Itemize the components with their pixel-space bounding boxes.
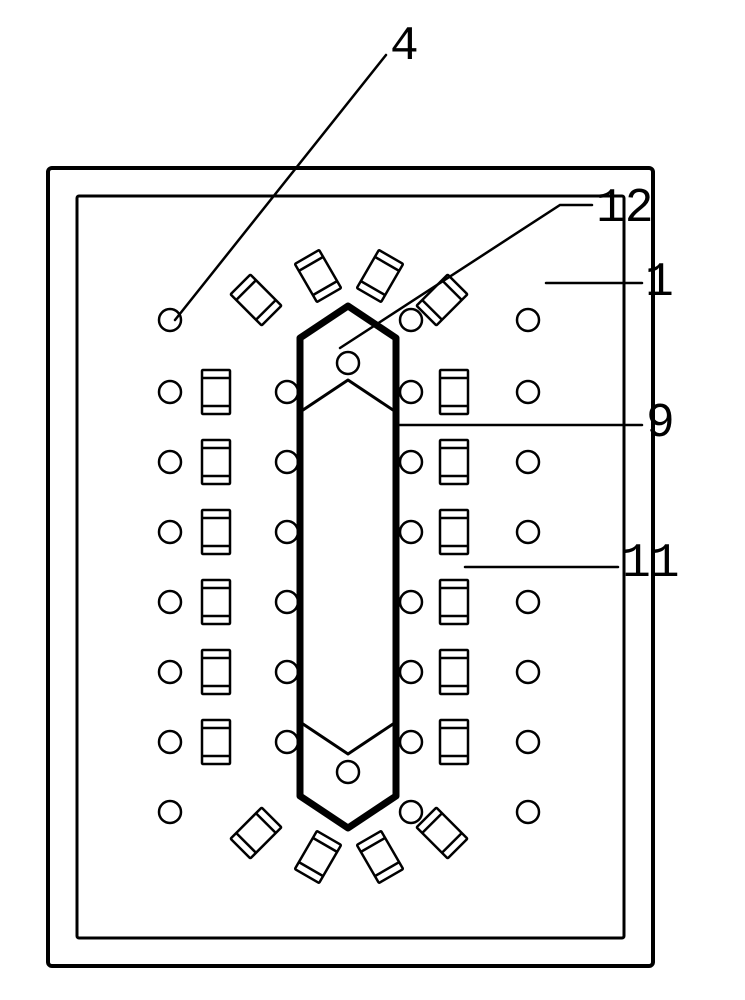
- outer-circle: [517, 521, 539, 543]
- inner-circle: [276, 381, 298, 403]
- seat: [231, 808, 282, 859]
- inner-circle: [276, 731, 298, 753]
- inner-circle: [276, 451, 298, 473]
- seat: [417, 808, 468, 859]
- outer-circle: [517, 661, 539, 683]
- inner-circle: [400, 451, 422, 473]
- seat: [231, 275, 282, 326]
- seat: [295, 250, 341, 302]
- label-1: 1: [645, 256, 674, 310]
- seat: [440, 650, 468, 694]
- outer-circle: [159, 451, 181, 473]
- seat: [440, 440, 468, 484]
- inner-circle: [276, 661, 298, 683]
- label-12: 12: [596, 182, 654, 236]
- outer-circle: [517, 451, 539, 473]
- outer-circle: [159, 309, 181, 331]
- diagram-svg: [0, 0, 745, 1000]
- center-table-hex: [300, 306, 396, 828]
- outer-circle: [159, 661, 181, 683]
- outer-circle: [517, 381, 539, 403]
- seat: [202, 720, 230, 764]
- outer-circle: [517, 309, 539, 331]
- seat: [202, 650, 230, 694]
- inner-circle: [400, 591, 422, 613]
- inner-circle: [276, 591, 298, 613]
- outer-circle: [517, 801, 539, 823]
- seat: [202, 440, 230, 484]
- outer-circle: [159, 381, 181, 403]
- label-11: 11: [622, 537, 680, 591]
- seat: [295, 831, 341, 883]
- seat: [202, 580, 230, 624]
- outer-circle: [159, 731, 181, 753]
- inner-circle: [400, 661, 422, 683]
- seat: [440, 370, 468, 414]
- inner-circle: [400, 521, 422, 543]
- seat: [440, 510, 468, 554]
- outer-circle: [400, 309, 422, 331]
- seat: [440, 720, 468, 764]
- leader-4: [175, 55, 386, 320]
- seat: [202, 510, 230, 554]
- inner-circle: [276, 521, 298, 543]
- seat: [440, 580, 468, 624]
- seat: [357, 831, 403, 883]
- outer-circle: [159, 521, 181, 543]
- seat: [357, 250, 403, 302]
- outer-circle: [159, 591, 181, 613]
- outer-circle: [400, 801, 422, 823]
- label-9: 9: [646, 397, 675, 451]
- outer-circle: [517, 591, 539, 613]
- inner-circle: [400, 381, 422, 403]
- outer-circle: [159, 801, 181, 823]
- stage: 4 12 1 9 11: [0, 0, 745, 1000]
- outer-circle: [517, 731, 539, 753]
- seat: [202, 370, 230, 414]
- inner-circle: [400, 731, 422, 753]
- label-4: 4: [390, 20, 419, 74]
